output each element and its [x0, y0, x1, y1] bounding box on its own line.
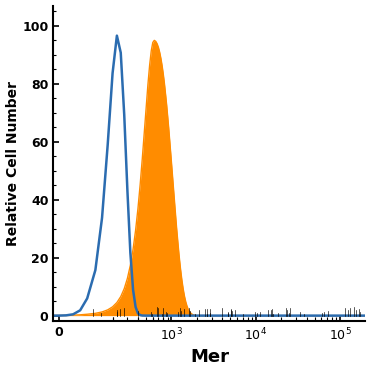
- X-axis label: Mer: Mer: [190, 349, 229, 366]
- Y-axis label: Relative Cell Number: Relative Cell Number: [6, 81, 20, 246]
